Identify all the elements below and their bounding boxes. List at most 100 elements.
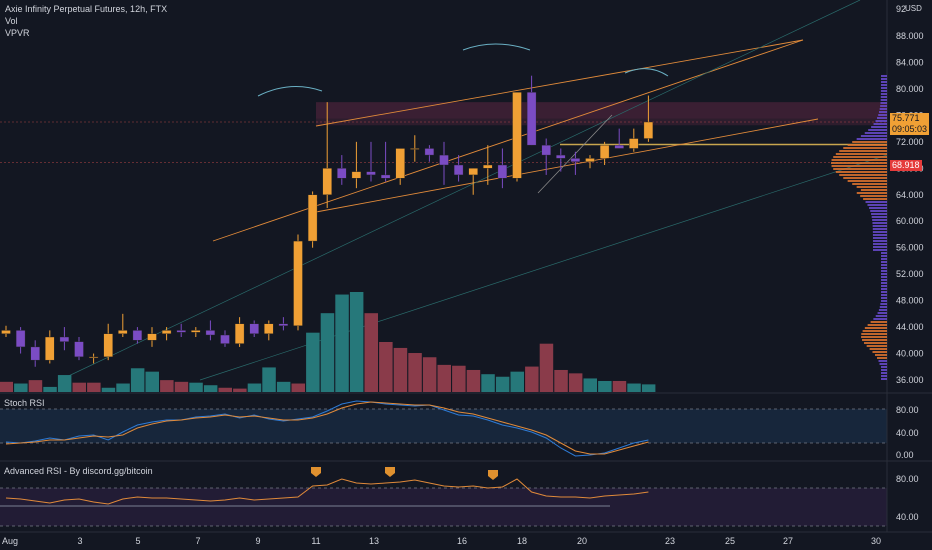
vpvr-bar [872,246,887,248]
candle-body [45,336,55,361]
vpvr-bar [869,348,887,350]
time-tick-label: 11 [311,536,320,546]
vpvr-bar [872,240,887,242]
vpvr-bar [856,192,887,194]
currency-label[interactable]: USD [905,4,922,13]
advanced-rsi-title[interactable]: Advanced RSI - By discord.gg/bitcoin [4,466,153,476]
volume-bar [598,380,612,392]
candle-body [234,323,245,344]
candle-body [147,333,157,341]
vpvr-bar [877,117,887,119]
volume-bar [87,382,101,392]
candle-body [643,121,654,139]
candle-body [307,194,318,242]
volume-bar [203,385,218,392]
time-tick-label: Aug [2,536,18,546]
candle-body [351,171,362,179]
volume-bar [116,383,130,392]
vpvr-bar [867,204,887,206]
candle-body [629,138,639,149]
price-tick-label: 72.000 [896,137,924,147]
vpvr-bar [871,213,887,215]
signal-marker [311,467,321,477]
volume-bar [452,365,466,392]
vpvr-bar [880,90,887,92]
vpvr-bar [880,96,887,98]
vpvr-bar [881,297,887,299]
price-tick-label: 56.000 [896,243,924,253]
vpvr-bar [880,75,887,77]
vpvr-bar [881,372,887,374]
price-tick-label: 48.000 [896,296,924,306]
vpvr-bar [880,261,887,263]
candle-body [380,174,391,179]
vpvr-bar [852,183,887,185]
candle-body [541,144,551,156]
vpvr-bar [881,276,887,278]
time-tick-label: 16 [457,536,467,546]
vpvr-bar [872,222,887,224]
volume-bar [306,332,320,392]
stoch-rsi-title[interactable]: Stoch RSI [4,398,45,408]
volume-bar [481,374,495,392]
vpvr-bar [880,264,887,266]
candle-body [468,168,478,176]
vpvr-bar [880,81,887,83]
indicator-vpvr-label[interactable]: VPVR [5,28,30,38]
candle-body [497,164,508,179]
candle-body [191,330,201,333]
volume-bar [101,387,116,392]
volume-bar [393,347,408,392]
vpvr-bar [878,360,887,362]
vpvr-bar [880,252,887,254]
adv-rsi-line [5,478,649,505]
vpvr-bar [852,141,887,143]
volume-bar [262,367,276,392]
volume-bar [437,364,451,392]
vpvr-bar [867,324,887,326]
vpvr-bar [880,93,887,95]
vpvr-bar [863,198,887,200]
vpvr-bar [880,84,887,86]
vpvr-bar [881,294,887,296]
vpvr-bar [880,87,887,89]
adv-rsi-tick-label: 40.00 [896,512,919,522]
stoch-tick-label: 40.00 [896,428,919,438]
volume-bar [568,373,583,392]
volume-bar [0,381,13,392]
time-tick-label: 7 [195,536,200,546]
vpvr-bar [843,177,887,179]
candle-body [249,323,259,334]
vpvr-bar [870,321,887,323]
price-tick-label: 80.000 [896,84,924,94]
indicator-vol-label[interactable]: Vol [5,16,18,26]
vpvr-bar [877,312,887,314]
vpvr-bar [847,144,887,146]
vpvr-bar [860,195,887,197]
vpvr-bar [835,171,887,173]
volume-bar [583,378,597,392]
volume-bar [627,383,641,392]
vpvr-bar [880,102,887,104]
candle-body [453,164,464,176]
price-tick-label: 60.000 [896,216,924,226]
candle-body [366,171,376,176]
adv-rsi-band [0,488,887,526]
volume-bar [174,381,189,392]
candle-body [337,168,347,179]
price-tick-label: 36.000 [896,375,924,385]
vpvr-bar [878,114,887,116]
signal-marker [385,467,395,477]
vpvr-bar [865,201,887,203]
candle-body [410,148,420,150]
volume-bar [364,313,378,392]
vpvr-bar [881,291,887,293]
candle-body [424,148,435,156]
volume-bar [539,343,554,392]
vpvr-bar [864,327,887,329]
vpvr-bar [831,165,887,167]
candle-body [556,154,566,159]
candle-body [132,330,143,341]
candle-body [220,334,230,344]
vpvr-bar [874,354,887,356]
